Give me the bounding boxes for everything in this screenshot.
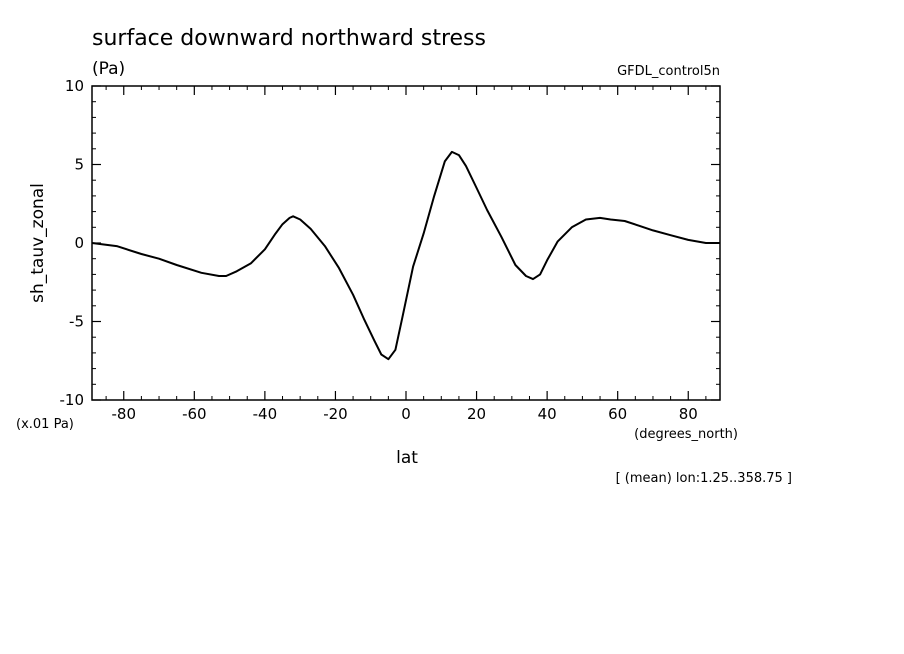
x-axis-ticks: -80 -60 -40 -20 0 20 40 60 80 [112,86,698,423]
minor-ticks [92,86,720,400]
chart-units: (Pa) [92,59,125,79]
y-tick-label: 0 [74,234,84,252]
x-tick-label: 0 [401,405,411,423]
x-tick-label: 40 [538,405,557,423]
x-axis-label: lat [396,448,418,468]
y-tick-label: -10 [60,391,85,409]
series-line [91,150,720,361]
x-axis-units: (degrees_north) [634,427,738,442]
y-axis-label: sh_tauv_zonal [28,183,48,303]
x-tick-label: 80 [679,405,698,423]
x-tick-label: -80 [112,405,137,423]
x-tick-label: -40 [253,405,278,423]
x-tick-label: 60 [608,405,627,423]
y-tick-label: 10 [65,77,84,95]
y-tick-label: -5 [69,313,84,331]
x-tick-label: -60 [182,405,207,423]
footnote: [ (mean) lon:1.25..358.75 ] [616,471,792,486]
y-tick-label: 5 [74,156,84,174]
x-tick-label: -20 [323,405,348,423]
chart-title: surface downward northward stress [92,26,486,51]
y-axis-ticks: -10 -5 0 5 10 [60,77,720,409]
y-scale-note: (x.01 Pa) [16,417,74,432]
dataset-label: GFDL_control5n [617,64,720,79]
plot-frame [91,85,721,401]
x-tick-label: 20 [467,405,486,423]
